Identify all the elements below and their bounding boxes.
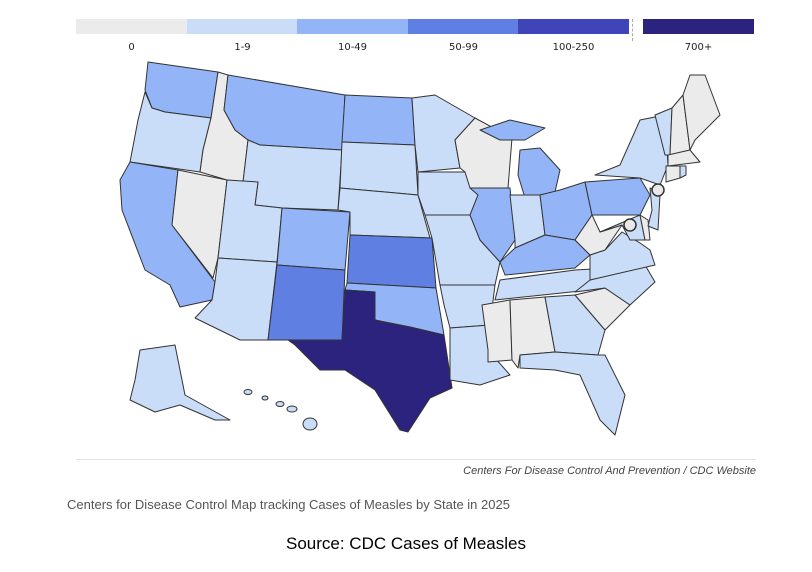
state-ga[interactable] (544, 294, 606, 356)
legend-swatch (643, 19, 754, 34)
legend-swatch (76, 19, 187, 34)
legend-swatch (297, 19, 408, 34)
city-marker-nyc[interactable]: New York City (651, 183, 665, 197)
state-mi[interactable] (479, 119, 546, 141)
state-hi[interactable] (261, 395, 269, 401)
legend-item-700+: 700+ (643, 19, 754, 59)
legend-item-100-250: 100-250 (518, 19, 629, 59)
state-tx[interactable] (287, 289, 453, 433)
map-frame-divider (76, 459, 756, 460)
state-sd[interactable] (339, 141, 419, 196)
legend: 0 1-9 10-49 50-99 100-250 700+ (76, 19, 754, 59)
legend-label: 0 (128, 42, 135, 53)
legend-item-0: 0 (76, 19, 187, 59)
legend-item-50-99: 50-99 (408, 19, 519, 59)
legend-item-1-9: 1-9 (187, 19, 298, 59)
state-nv[interactable] (171, 169, 228, 279)
source-line: Source: CDC Cases of Measles (286, 534, 526, 553)
legend-swatch (518, 19, 629, 34)
legend-swatch (187, 19, 298, 34)
state-hi[interactable] (243, 389, 253, 395)
state-ms[interactable] (481, 299, 513, 363)
state-ne[interactable] (337, 187, 431, 239)
state-hi[interactable] (302, 417, 318, 431)
legend-label: 50-99 (448, 42, 479, 53)
state-fl[interactable] (519, 351, 626, 436)
legend-swatch (408, 19, 519, 34)
legend-label: 10-49 (337, 42, 368, 53)
image-credit: Centers For Disease Control And Preventi… (463, 465, 756, 477)
state-ak[interactable] (129, 344, 231, 421)
state-nd[interactable] (341, 94, 416, 146)
state-ny[interactable] (594, 114, 669, 186)
state-ri[interactable] (679, 165, 687, 179)
state-co[interactable] (276, 207, 351, 271)
state-va[interactable] (589, 231, 656, 281)
state-ky[interactable] (499, 234, 591, 276)
state-ma[interactable] (667, 149, 701, 167)
legend-label: 700+ (684, 42, 713, 53)
state-de[interactable] (639, 214, 651, 241)
state-me[interactable] (682, 74, 721, 151)
legend-item-10-49: 10-49 (297, 19, 408, 59)
figure-caption: Centers for Disease Control Map tracking… (67, 497, 510, 512)
legend-divider (632, 19, 633, 41)
state-ks[interactable] (346, 234, 437, 289)
state-hi[interactable] (286, 405, 298, 413)
state-mi[interactable] (517, 147, 561, 199)
city-marker-dc[interactable]: Washington, DC (623, 218, 637, 232)
legend-label: 100-250 (552, 42, 595, 53)
state-nm[interactable] (267, 264, 346, 341)
state-hi[interactable] (275, 401, 285, 407)
state-wy[interactable] (242, 139, 343, 211)
legend-label: 1-9 (234, 42, 251, 53)
state-pa[interactable] (584, 177, 651, 216)
state-ct[interactable] (665, 165, 681, 183)
